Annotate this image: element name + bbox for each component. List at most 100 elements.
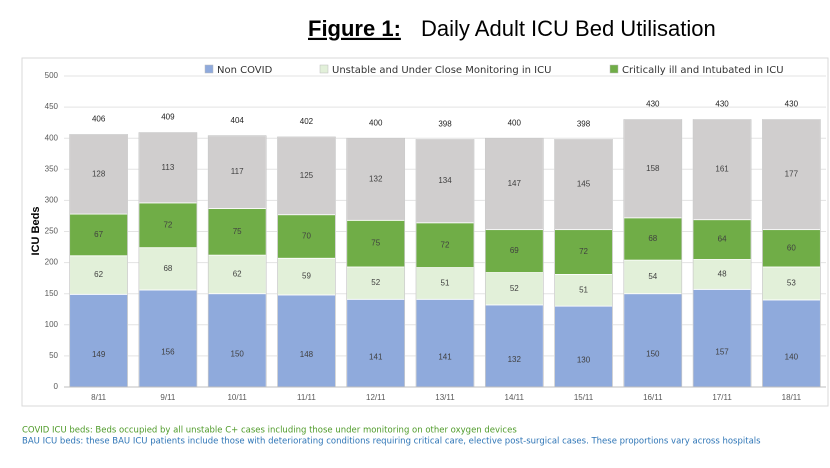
bar-segment [346, 298, 406, 388]
value-label: 132 [369, 174, 383, 183]
y-tick-label: 450 [45, 102, 59, 111]
value-label: 59 [302, 272, 311, 281]
value-label: 158 [646, 164, 660, 173]
y-axis-label: ICU Beds [30, 207, 42, 256]
bar-segment [554, 305, 613, 388]
value-label: 145 [577, 180, 591, 189]
value-label: 149 [92, 350, 106, 359]
x-tick-label: 15/11 [574, 393, 594, 402]
value-label: 75 [371, 239, 380, 248]
total-label: 430 [715, 100, 729, 109]
value-label: 150 [646, 349, 660, 358]
value-label: 156 [161, 348, 175, 357]
value-label: 148 [300, 350, 314, 359]
bar-segment [484, 304, 544, 388]
value-label: 52 [371, 278, 380, 287]
bar-segment [138, 289, 198, 388]
y-tick-label: 350 [45, 164, 59, 173]
bar-segment [138, 202, 198, 249]
value-label: 51 [579, 285, 588, 294]
x-tick-label: 14/11 [505, 393, 525, 402]
value-label: 161 [715, 165, 729, 174]
bar-segment [554, 229, 613, 275]
title-label: Figure 1: [308, 16, 401, 41]
bar-segment [207, 135, 267, 209]
value-label: 67 [94, 230, 103, 239]
value-label: 70 [302, 232, 311, 241]
y-tick-label: 50 [49, 351, 58, 360]
bar-segment [761, 299, 821, 388]
total-label: 430 [785, 100, 799, 109]
bar-segment [623, 259, 683, 295]
bar-segment [277, 294, 336, 388]
legend-swatch [609, 64, 619, 74]
y-tick-label: 100 [45, 320, 59, 329]
x-tick-label: 11/11 [297, 393, 316, 402]
bar-segment [415, 298, 475, 388]
chart-title: Daily Adult ICU Bed Utilisation [421, 16, 716, 41]
x-tick-label: 8/11 [91, 393, 107, 402]
value-label: 141 [369, 352, 383, 361]
footnote: BAU ICU beds: these BAU ICU patients inc… [22, 437, 761, 447]
bar-segment [761, 266, 821, 301]
y-tick-label: 0 [54, 382, 59, 391]
value-label: 140 [785, 353, 799, 362]
value-label: 72 [579, 247, 588, 256]
total-label: 430 [646, 100, 660, 109]
bar-segment [346, 266, 406, 300]
value-label: 51 [441, 279, 450, 288]
bar-segment [623, 217, 683, 261]
legend-label: Unstable and Under Close Monitoring in I… [332, 65, 551, 76]
total-label: 398 [577, 120, 591, 129]
total-label: 406 [92, 115, 106, 124]
y-tick-label: 250 [45, 227, 59, 236]
bar-segment [623, 119, 683, 219]
bar-segment [346, 219, 406, 268]
legend-swatch [204, 64, 214, 74]
bar-segment [277, 257, 336, 296]
legend-label: Non COVID [217, 65, 273, 76]
value-label: 62 [94, 270, 103, 279]
x-tick-label: 18/11 [782, 393, 802, 402]
value-label: 117 [231, 167, 244, 176]
total-label: 409 [161, 113, 175, 122]
value-label: 75 [233, 227, 242, 236]
x-tick-label: 16/11 [643, 393, 663, 402]
value-label: 128 [92, 169, 106, 178]
value-label: 62 [233, 270, 242, 279]
bar-segment [484, 137, 544, 231]
value-label: 132 [508, 355, 522, 364]
x-tick-label: 17/11 [712, 393, 732, 402]
bar-segment [484, 229, 544, 273]
bar-segment [69, 293, 129, 388]
y-tick-label: 500 [45, 71, 59, 80]
total-label: 402 [300, 117, 314, 126]
value-label: 72 [163, 220, 172, 229]
value-label: 150 [231, 349, 245, 358]
value-label: 177 [785, 170, 799, 179]
bar-segment [277, 214, 336, 259]
bar-segment [207, 208, 267, 256]
y-tick-label: 400 [45, 133, 59, 142]
x-tick-label: 13/11 [435, 393, 455, 402]
bar-segment [277, 136, 336, 216]
total-label: 398 [438, 120, 452, 129]
bar-segment [207, 293, 267, 388]
value-label: 53 [787, 279, 796, 288]
x-tick-label: 10/11 [227, 393, 247, 402]
value-label: 147 [508, 179, 522, 188]
bar-segment [346, 137, 406, 221]
value-label: 48 [718, 270, 727, 279]
value-label: 72 [441, 240, 450, 249]
x-tick-label: 9/11 [160, 393, 176, 402]
value-label: 69 [510, 246, 519, 255]
total-label: 400 [369, 118, 383, 127]
bar-segment [554, 274, 613, 307]
x-tick-label: 12/11 [366, 393, 386, 402]
legend-swatch [319, 64, 329, 74]
bar-segment [692, 288, 752, 388]
bar-segment [692, 119, 752, 221]
footnote: COVID ICU beds: Beds occupied by all uns… [22, 426, 517, 436]
value-label: 52 [510, 284, 519, 293]
